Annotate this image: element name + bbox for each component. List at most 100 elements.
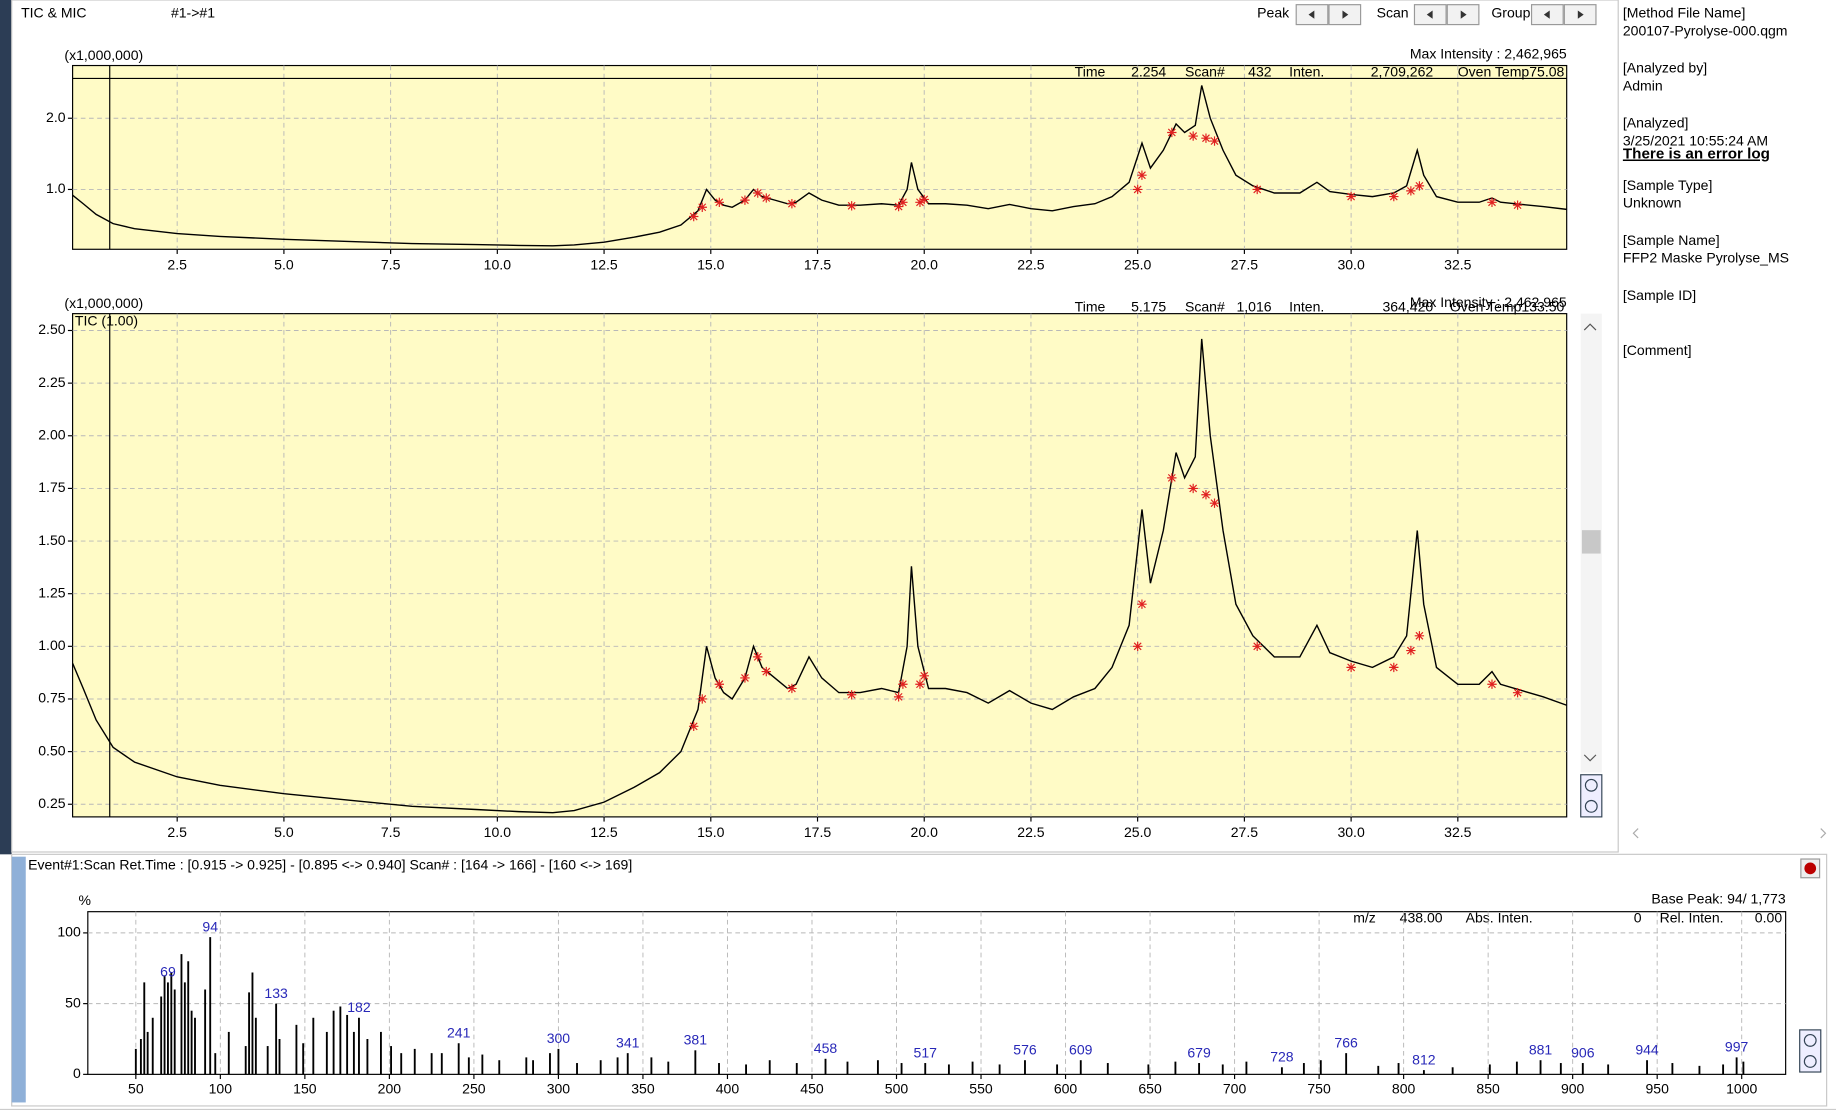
- x-tick-label: 30.0: [1337, 824, 1365, 840]
- spectrum-readout: 438.00: [1400, 909, 1443, 925]
- y-tick-label: 1.00: [38, 637, 66, 653]
- x-tick-label: 1000: [1726, 1080, 1757, 1096]
- info-text: 200107-Pyrolyse-000.qgm: [1623, 22, 1788, 38]
- x-tick-label: 850: [1476, 1080, 1500, 1096]
- x-tick-label: 17.5: [804, 256, 832, 272]
- x-tick-label: 550: [969, 1080, 993, 1096]
- peak-label: 241: [447, 1025, 471, 1041]
- info-text: [Sample Name]: [1623, 232, 1720, 248]
- x-tick-label: 350: [631, 1080, 655, 1096]
- peak-label: 906: [1571, 1044, 1595, 1060]
- peak-marker: [1210, 498, 1219, 507]
- view-title: TIC & MIC: [21, 5, 87, 21]
- x-tick-label: 500: [885, 1080, 909, 1096]
- x-tick-label: 50: [128, 1080, 144, 1096]
- peak-marker: [898, 680, 907, 689]
- x-tick-label: 2.5: [167, 824, 187, 840]
- nav-buttons[interactable]: [1296, 5, 1596, 25]
- x-tick-label: 5.0: [274, 824, 294, 840]
- readout: Time: [1075, 63, 1106, 79]
- peak-label: Peak: [1257, 5, 1290, 21]
- peak-label: 679: [1187, 1044, 1211, 1060]
- peak-marker: [1487, 680, 1496, 689]
- peak-label: 944: [1635, 1042, 1659, 1058]
- plot-area: [73, 66, 1567, 250]
- x-tick-label: 22.5: [1017, 256, 1045, 272]
- peak-marker: [740, 673, 749, 682]
- max-intensity: Max Intensity : 2,462,965: [1410, 46, 1567, 62]
- y-tick-label: 2.25: [38, 374, 66, 390]
- x-tick-label: 20.0: [911, 256, 939, 272]
- peak-label: 381: [684, 1032, 708, 1048]
- peak-marker: [740, 195, 749, 204]
- y-tick-label: 2.0: [46, 109, 66, 125]
- trace-label: TIC (1.00): [75, 313, 138, 329]
- x-tick-label: 250: [462, 1080, 486, 1096]
- peak-marker: [1188, 484, 1197, 493]
- peak-marker: [1415, 631, 1424, 640]
- y-tick-label: 0.50: [38, 742, 66, 758]
- y-tick-label: 1.25: [38, 584, 66, 600]
- peak-marker: [1415, 181, 1424, 190]
- peak-marker: [787, 199, 796, 208]
- x-tick-label: 300: [547, 1080, 571, 1096]
- base-peak: Base Peak: 94/ 1,773: [1651, 891, 1785, 907]
- y-tick-label: 50: [65, 994, 81, 1010]
- x-tick-label: 450: [800, 1080, 824, 1096]
- info-text: [Method File Name]: [1623, 5, 1745, 21]
- x-tick-label: 600: [1054, 1080, 1078, 1096]
- readout: Time: [1075, 299, 1106, 315]
- y-tick-label: 100: [57, 924, 81, 940]
- x-tick-label: 650: [1138, 1080, 1162, 1096]
- x-tick-label: 22.5: [1017, 824, 1045, 840]
- x-tick-label: 25.0: [1124, 824, 1152, 840]
- peak-label: 997: [1725, 1039, 1749, 1055]
- peak-marker: [1201, 490, 1210, 499]
- peak-marker: [753, 188, 762, 197]
- readout: Oven Temp133.50: [1450, 299, 1565, 315]
- readout: Inten.: [1289, 63, 1324, 79]
- unit-label: (x1,000,000): [64, 295, 143, 311]
- peak-label: 133: [264, 985, 288, 1001]
- peak-marker: [894, 692, 903, 701]
- x-tick-label: 32.5: [1444, 256, 1472, 272]
- spectrum-readout: m/z: [1353, 909, 1376, 925]
- peak-label: 300: [547, 1030, 571, 1046]
- x-tick-label: 7.5: [381, 256, 401, 272]
- readout: 2,709,262: [1371, 63, 1434, 79]
- unit-label: (x1,000,000): [64, 47, 143, 63]
- info-text: [Analyzed]: [1623, 115, 1689, 131]
- peak-marker: [1389, 663, 1398, 672]
- peak-marker: [753, 652, 762, 661]
- peak-marker: [1133, 185, 1142, 194]
- peak-marker: [1167, 128, 1176, 137]
- record-dot: [1804, 863, 1816, 875]
- x-tick-label: 12.5: [590, 824, 618, 840]
- spectrum-readout: 0.00: [1755, 909, 1783, 925]
- scroll-thumb[interactable]: [1582, 530, 1601, 553]
- peak-marker: [715, 198, 724, 207]
- peak-marker: [698, 203, 707, 212]
- peak-marker: [689, 722, 698, 731]
- x-tick-label: 15.0: [697, 256, 725, 272]
- scan-label: Scan: [1377, 5, 1409, 21]
- peak-label: 812: [1412, 1051, 1436, 1067]
- x-tick-label: 700: [1223, 1080, 1247, 1096]
- info-text: [Sample Type]: [1623, 177, 1712, 193]
- readout: 5.175: [1131, 299, 1166, 315]
- spectrum-readout: Abs. Inten.: [1466, 909, 1533, 925]
- peak-marker: [1253, 642, 1262, 651]
- info-text[interactable]: There is an error log: [1623, 146, 1770, 163]
- peak-label: 728: [1270, 1049, 1294, 1065]
- peak-marker: [787, 684, 796, 693]
- x-tick-label: 7.5: [381, 824, 401, 840]
- spectrum-readout: Rel. Inten.: [1660, 909, 1724, 925]
- spectrum-sidebar: [12, 857, 26, 1103]
- peak-marker: [1253, 185, 1262, 194]
- y-tick-label: 1.75: [38, 479, 66, 495]
- peak-label: 458: [814, 1040, 838, 1056]
- x-tick-label: 950: [1645, 1080, 1669, 1096]
- x-tick-label: 10.0: [484, 824, 512, 840]
- readout: 2.254: [1131, 63, 1166, 79]
- x-tick-label: 10.0: [484, 256, 512, 272]
